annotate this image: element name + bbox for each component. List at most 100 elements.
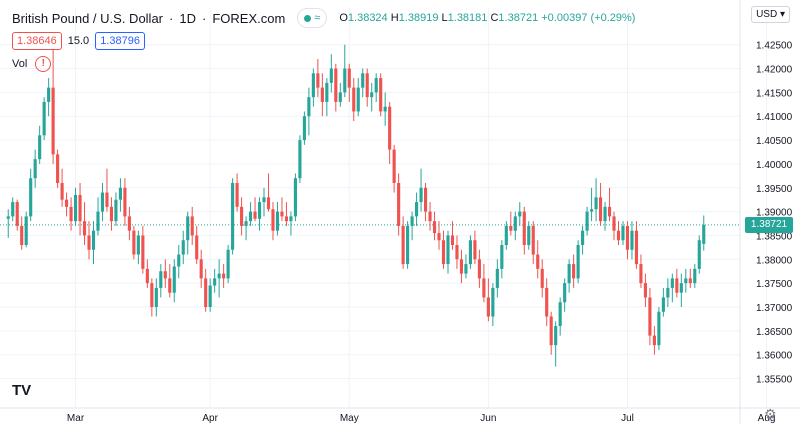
- candle: [109, 197, 114, 231]
- candle-body: [590, 209, 594, 212]
- candle-body: [65, 199, 69, 207]
- candle: [240, 197, 244, 236]
- candle-body: [423, 187, 428, 212]
- candle: [284, 202, 289, 226]
- candle-body: [491, 287, 495, 317]
- candle: [78, 183, 82, 236]
- candle-body: [51, 87, 55, 155]
- candle: [697, 235, 701, 274]
- candle-body: [334, 68, 338, 102]
- candle: [177, 245, 181, 279]
- candle-body: [293, 178, 297, 217]
- candle: [666, 278, 670, 307]
- candle: [56, 149, 60, 188]
- candle-body: [60, 183, 64, 200]
- candle-body: [347, 68, 351, 88]
- y-tick-label: 1.37000: [756, 303, 793, 314]
- candle: [531, 221, 535, 265]
- candle: [311, 68, 315, 107]
- low-label: L: [441, 12, 448, 24]
- candle: [186, 211, 190, 255]
- warning-icon[interactable]: !: [35, 56, 52, 72]
- candle-body: [275, 211, 280, 231]
- candle-body: [235, 183, 239, 207]
- candle: [65, 192, 69, 217]
- candle-body: [163, 271, 167, 279]
- live-icon: ≈: [314, 12, 321, 24]
- interval-label[interactable]: 1D: [179, 10, 196, 26]
- candle-body: [356, 87, 360, 112]
- candle: [105, 168, 109, 212]
- candle: [114, 192, 118, 226]
- candle: [262, 187, 266, 217]
- candle-body: [262, 197, 266, 203]
- volume-label[interactable]: Vol: [12, 58, 28, 70]
- time-axis[interactable]: MarAprMayJunJulAugSep: [67, 413, 800, 424]
- buy-price-button[interactable]: 1.38796: [95, 32, 145, 50]
- candle-body: [109, 206, 114, 222]
- candle: [343, 44, 347, 98]
- candle-body: [388, 106, 392, 150]
- candle-body: [329, 68, 333, 83]
- candle: [325, 78, 329, 117]
- candle-body: [150, 283, 154, 307]
- candle: [679, 273, 683, 307]
- candle-body: [495, 268, 499, 288]
- candle: [401, 216, 405, 269]
- price-axis[interactable]: 1.35500 1.36000 1.36500 1.37000 1.37500 1.380…: [756, 41, 793, 386]
- candle: [82, 202, 87, 245]
- grid-lines: [0, 8, 768, 408]
- candle: [235, 173, 239, 212]
- tradingview-logo[interactable]: TV: [12, 382, 32, 399]
- candle-body: [240, 206, 244, 226]
- candle: [289, 211, 293, 236]
- candle-body: [473, 240, 477, 260]
- candle-body: [603, 206, 607, 222]
- candle-body: [688, 278, 692, 284]
- candle-body: [522, 211, 526, 245]
- candle: [127, 206, 131, 241]
- candle-body: [20, 225, 24, 245]
- candle-body: [186, 216, 190, 241]
- spread-value: 15.0: [67, 35, 90, 47]
- y-tick-label: 1.40000: [756, 160, 793, 171]
- candle: [244, 216, 248, 241]
- currency-selector[interactable]: USD ▾: [751, 6, 790, 23]
- candle-body: [679, 283, 683, 293]
- candle: [616, 221, 621, 245]
- candle: [491, 283, 495, 327]
- candle-body: [513, 216, 517, 231]
- candle-body: [231, 183, 235, 250]
- candle: [549, 311, 553, 355]
- candle: [199, 249, 203, 288]
- candle: [231, 178, 235, 255]
- candle-body: [598, 197, 603, 222]
- market-status-badge[interactable]: ≈: [297, 8, 328, 28]
- candle: [87, 221, 91, 260]
- candle: [266, 173, 271, 212]
- candle: [428, 202, 432, 231]
- y-tick-label: 1.39500: [756, 184, 793, 195]
- candle-body: [204, 278, 208, 307]
- candle-body: [607, 206, 612, 217]
- separator: ·: [201, 10, 207, 26]
- symbol-name[interactable]: British Pound / U.S. Dollar: [12, 10, 164, 26]
- candle: [406, 221, 410, 269]
- candle-body: [42, 101, 46, 136]
- separator: ·: [169, 10, 174, 26]
- y-tick-label: 1.37500: [756, 279, 793, 290]
- candle-body: [585, 211, 589, 231]
- candle: [415, 192, 419, 226]
- y-tick-label: 1.38500: [756, 231, 793, 242]
- candle: [257, 197, 262, 231]
- candle-body: [172, 266, 176, 293]
- sell-price-button[interactable]: 1.38646: [12, 32, 62, 50]
- candle-body: [482, 278, 486, 298]
- candle-body: [271, 209, 275, 231]
- gear-icon[interactable]: ⚙: [764, 406, 777, 422]
- candle-body: [379, 78, 383, 112]
- candle: [132, 225, 136, 260]
- y-tick-label: 1.41500: [756, 88, 793, 99]
- candle-body: [6, 216, 10, 219]
